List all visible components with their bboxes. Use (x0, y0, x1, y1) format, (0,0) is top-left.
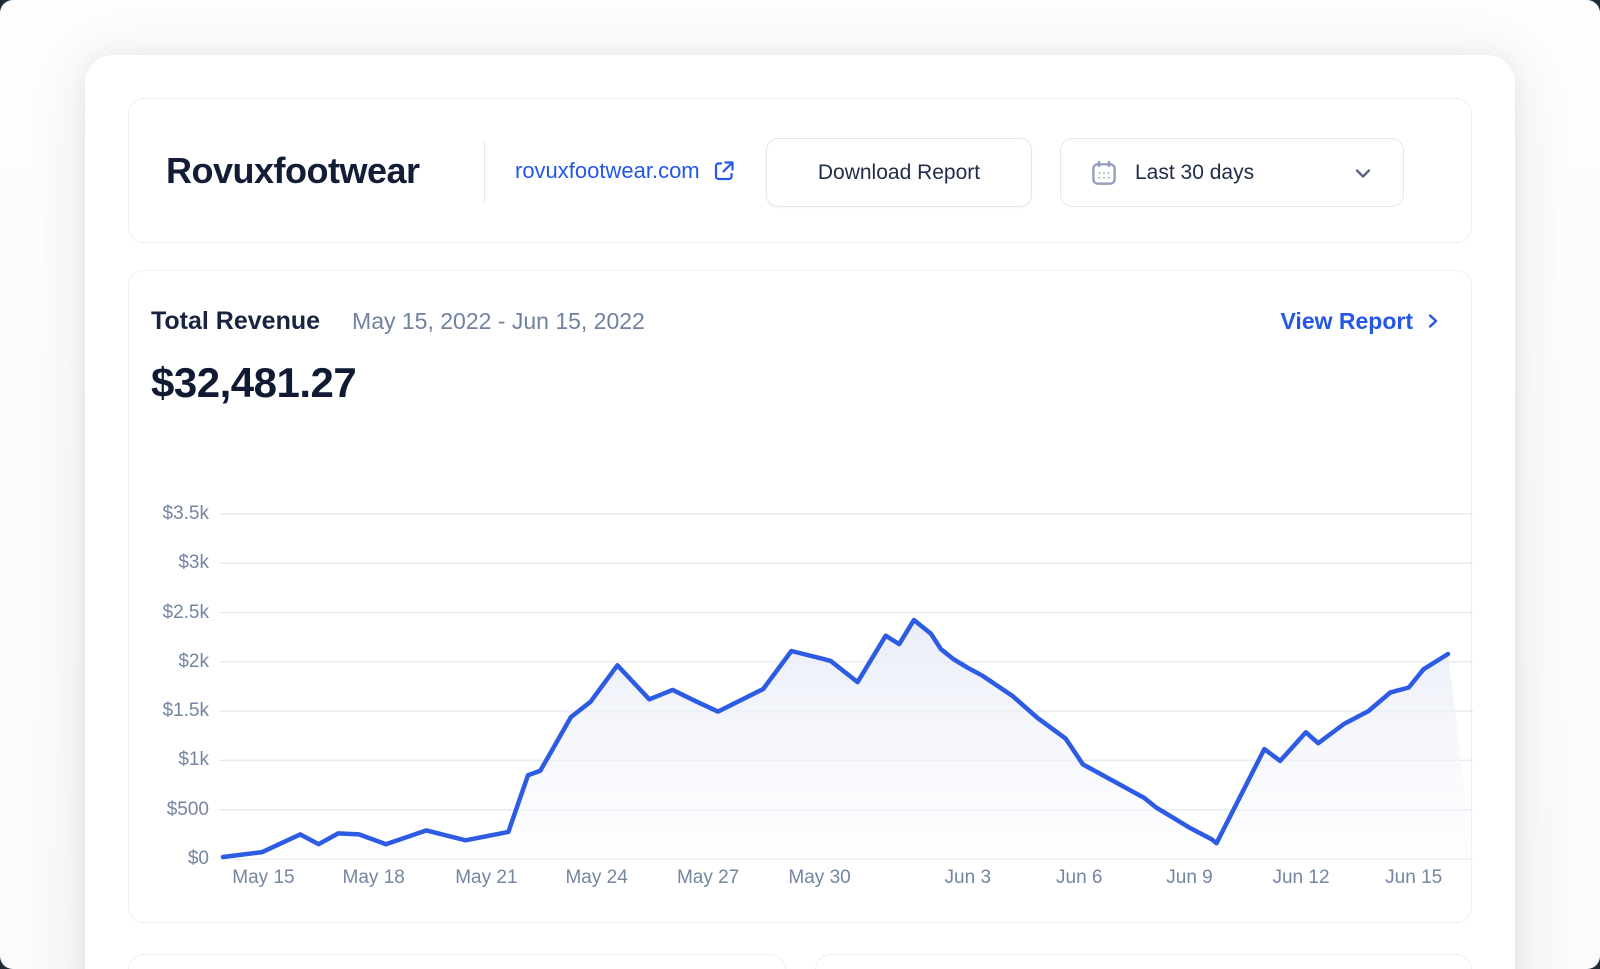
revenue-line (220, 617, 1451, 860)
x-tick-label: Jun 9 (1166, 867, 1213, 888)
view-report-label: View Report (1280, 307, 1414, 334)
chevron-down-icon (1351, 161, 1375, 185)
x-tick-label: Jun 12 (1272, 867, 1330, 888)
date-range-select[interactable]: Last 30 days (1060, 138, 1404, 207)
domain-link-label: rovuxfootwear.com (515, 157, 700, 183)
view-report-link[interactable]: View Report (1281, 308, 1444, 335)
x-tick-label: Jun 3 (944, 867, 992, 888)
bottom-card-right (815, 954, 1472, 969)
date-range-label: Last 30 days (1135, 160, 1255, 184)
revenue-chart-canvas (219, 513, 1473, 860)
brand-title: Rovuxfootwear (166, 149, 420, 191)
total-revenue-card: Total Revenue May 15, 2022 - Jun 15, 202… (128, 270, 1473, 923)
y-tick-label: $3.5k (162, 503, 209, 524)
x-tick-label: May 27 (676, 867, 740, 888)
revenue-area (219, 620, 1473, 859)
header-divider (484, 141, 485, 203)
download-report-button[interactable]: Download Report (766, 138, 1032, 207)
revenue-total-value: $32,481.27 (151, 359, 357, 406)
chevron-right-icon (1423, 311, 1443, 331)
revenue-date-range: May 15, 2022 - Jun 15, 2022 (352, 307, 645, 334)
y-tick-label: $1k (178, 749, 209, 771)
x-tick-label: May 24 (565, 867, 628, 888)
download-report-label: Download Report (817, 160, 981, 184)
header-card: Rovuxfootwear rovuxfootwear.com Download… (128, 98, 1472, 243)
y-tick-label: $3k (178, 552, 209, 574)
x-tick-label: May 30 (788, 867, 851, 888)
revenue-card-header: Total Revenue May 15, 2022 - Jun 15, 202… (151, 301, 1443, 341)
external-link-icon (712, 159, 736, 183)
main-panel: Rovuxfootwear rovuxfootwear.com Download… (85, 55, 1515, 969)
revenue-chart: $0 $500 $1k $1.5k $2k $2.5k $3k $3.5k May 15 May … (129, 271, 1473, 922)
y-tick-label: $0 (187, 848, 209, 869)
domain-link[interactable]: rovuxfootwear.com (495, 99, 756, 242)
revenue-title: Total Revenue (151, 306, 321, 335)
x-tick-label: Jun 6 (1056, 867, 1103, 888)
calendar-icon (1089, 158, 1119, 188)
y-tick-label: $2k (178, 650, 209, 672)
y-tick-label: $1.5k (162, 700, 209, 722)
x-tick-label: May 15 (232, 867, 295, 888)
x-tick-label: Jun 15 (1385, 867, 1443, 888)
x-tick-label: May 21 (455, 867, 518, 888)
bottom-card-left (128, 954, 786, 969)
y-tick-label: $500 (166, 798, 209, 820)
y-tick-label: $2.5k (162, 601, 209, 623)
x-tick-label: May 18 (342, 867, 405, 888)
